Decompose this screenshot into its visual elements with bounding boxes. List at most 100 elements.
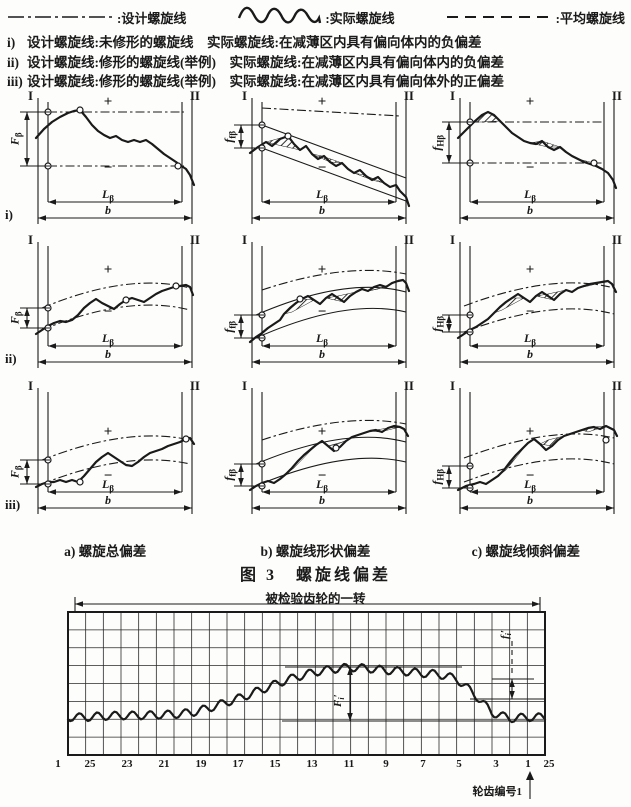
x-tick-label: 15 [270,758,282,770]
plus-sign: + [525,424,535,440]
trace-marker-I: I [450,378,456,393]
x-tick-label: 1 [525,758,531,770]
legend-item-mean-helix: :平均螺旋线 [445,8,625,27]
minus-sign: − [317,160,327,176]
trace-marker-II: II [611,88,622,103]
note-line-i: i) 设计螺旋线:未修形的螺旋线 实际螺旋线:在减薄区内具有偏向体内的负偏差 [7,35,482,50]
minus-sign: − [103,304,113,320]
evaluation-length-label: Lβ [101,477,115,494]
trace-marker-II: II [611,232,622,247]
helix-diagram [442,242,618,368]
row-label: ii) [5,351,17,366]
row-label: iii) [5,497,21,512]
panel-total-helix-deviation-iii: I II + − Fβ Lβ b iii) [5,378,208,528]
evaluation-length-label: Lβ [523,187,537,204]
minus-sign: − [525,468,535,484]
plus-sign: + [103,262,113,278]
note-lines: i) 设计螺旋线:未修形的螺旋线 实际螺旋线:在减薄区内具有偏向体内的负偏差 ii… [7,33,504,92]
composite-deviation-chart: Fi′ fi′ 1 25 23 21 19 17 15 13 11 9 7 5 3 1 25 轮齿编号1 [55,597,556,799]
evaluation-length-label: Lβ [101,187,115,204]
column-captions: a) 螺旋总偏差 b) 螺旋线形状偏差 c) 螺旋线倾斜偏差 [0,540,631,560]
plus-sign: + [525,94,535,110]
evaluation-length-label: Lβ [315,477,329,494]
trace-marker-II: II [403,88,414,103]
helix-diagram [234,242,411,368]
facewidth-label: b [319,203,325,217]
minus-sign: − [525,160,535,176]
x-tick-label: 3 [493,758,499,770]
helix-diagram [442,388,619,514]
caption-b: b) 螺旋线形状偏差 [260,544,371,559]
plus-sign: + [103,424,113,440]
x-tick-label: 7 [420,758,426,770]
trace-marker-II: II [189,378,200,393]
trace-marker-I: I [450,88,456,103]
panel-helix-form-deviation-iii: I II + − ffβ Lβ b [221,378,422,528]
legend-label: :实际螺旋线 [325,10,395,26]
note-line-iii: iii) 设计螺旋线:修形的螺旋线(举例) 实际螺旋线:在减薄区内具有偏向体外的正… [7,74,504,89]
facewidth-label: b [527,203,533,217]
minus-sign: − [317,304,327,320]
trace-marker-I: I [242,232,248,247]
deviation-trace [66,662,547,724]
dash-dot-line-icon [8,16,114,18]
trace-marker-I: I [450,232,456,247]
legend-label: :平均螺旋线 [555,10,625,26]
x-tick-label: 9 [383,758,389,770]
x-tick-label: 25 [85,758,97,770]
plus-sign: + [525,262,535,278]
facewidth-label: b [527,493,533,507]
x-tick-label: 17 [233,758,245,770]
caption-a: a) 螺旋总偏差 [64,544,147,559]
fi-prime-label: fi′ [499,630,513,639]
wavy-line-icon [238,6,322,24]
trace-marker-I: I [242,378,248,393]
caption-c: c) 螺旋线倾斜偏差 [471,544,580,559]
panel-total-helix-deviation-ii: I II + − Fβ Lβ b ii) [5,232,208,382]
note-line-ii: ii) 设计螺旋线:修形的螺旋线(举例) 实际螺旋线:在减薄区内具有偏向体内的负偏… [7,54,504,70]
legend-item-design-helix: :设计螺旋线 [6,8,186,27]
trace-marker-I: I [28,232,34,247]
panel-total-helix-deviation-i: I II + − Fβ Lβ b i) [5,88,208,238]
helix-diagram [20,388,196,514]
x-tick-label: 23 [122,758,134,770]
chart-title: 被检验齿轮的一转 [265,592,366,606]
evaluation-length-label: Lβ [315,331,329,348]
x-tick-label: 21 [159,758,170,770]
plus-sign: + [103,94,113,110]
x-tick-label: 11 [344,758,354,770]
plus-sign: + [317,424,327,440]
legend-item-actual-helix: :实际螺旋线 [236,3,395,31]
legend-label: :设计螺旋线 [117,10,187,26]
minus-sign: − [317,468,327,484]
figure3-title: 图 3 螺旋线偏差 [239,567,391,584]
facewidth-label: b [527,347,533,361]
minus-sign: − [103,160,113,176]
helix-diagram [234,98,411,224]
dashed-line-icon [446,16,553,18]
tooth-number-label: 轮齿编号1 [473,784,523,798]
x-tick-label: 5 [456,758,462,770]
x-tick-label: 25 [544,758,556,770]
legend: :设计螺旋线 :实际螺旋线 :平均螺旋线 [0,3,631,31]
helix-diagram [234,388,410,514]
facewidth-label: b [319,493,325,507]
helix-diagram [20,98,196,224]
evaluation-length-label: Lβ [315,187,329,204]
trace-marker-I: I [28,378,34,393]
plus-sign: + [317,94,327,110]
trace-marker-I: I [242,88,248,103]
panel-helix-slope-deviation-iii: I II + − fHβ Lβ b [429,378,630,528]
trace-marker-II: II [189,88,200,103]
helix-diagram [20,242,195,368]
trace-marker-I: I [28,88,34,103]
facewidth-label: b [105,347,111,361]
facewidth-label: b [319,347,325,361]
x-tick-label: 1 [55,758,61,770]
evaluation-length-label: Lβ [523,331,537,348]
Fi-prime-label: Fi′ [332,694,346,708]
trace-marker-II: II [403,378,414,393]
helix-diagram [442,98,618,224]
evaluation-length-label: Lβ [523,477,537,494]
